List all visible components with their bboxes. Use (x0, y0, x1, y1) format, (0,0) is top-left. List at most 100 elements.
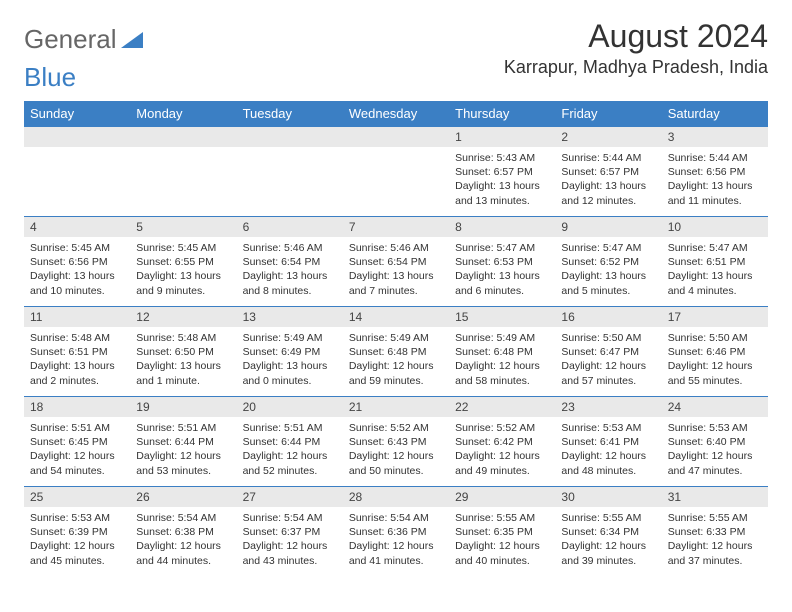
day-number: 1 (449, 127, 555, 147)
day-details: Sunrise: 5:45 AMSunset: 6:56 PMDaylight:… (24, 237, 130, 304)
calendar-week-row: 4Sunrise: 5:45 AMSunset: 6:56 PMDaylight… (24, 217, 768, 307)
day-details: Sunrise: 5:48 AMSunset: 6:50 PMDaylight:… (130, 327, 236, 394)
day-number: 18 (24, 397, 130, 417)
weekday-header: Tuesday (237, 101, 343, 127)
day-number: 28 (343, 487, 449, 507)
calendar-day-cell: 28Sunrise: 5:54 AMSunset: 6:36 PMDayligh… (343, 487, 449, 577)
day-details: Sunrise: 5:44 AMSunset: 6:56 PMDaylight:… (662, 147, 768, 214)
day-number: 23 (555, 397, 661, 417)
day-number: 4 (24, 217, 130, 237)
day-number: 17 (662, 307, 768, 327)
calendar-day-cell: 15Sunrise: 5:49 AMSunset: 6:48 PMDayligh… (449, 307, 555, 397)
calendar-day-cell: 27Sunrise: 5:54 AMSunset: 6:37 PMDayligh… (237, 487, 343, 577)
day-number: 20 (237, 397, 343, 417)
calendar-week-row: 1Sunrise: 5:43 AMSunset: 6:57 PMDaylight… (24, 127, 768, 217)
day-details: Sunrise: 5:43 AMSunset: 6:57 PMDaylight:… (449, 147, 555, 214)
calendar-day-cell (343, 127, 449, 217)
day-details: Sunrise: 5:52 AMSunset: 6:42 PMDaylight:… (449, 417, 555, 484)
day-details: Sunrise: 5:47 AMSunset: 6:53 PMDaylight:… (449, 237, 555, 304)
day-details: Sunrise: 5:50 AMSunset: 6:47 PMDaylight:… (555, 327, 661, 394)
day-number (130, 127, 236, 147)
day-details: Sunrise: 5:47 AMSunset: 6:51 PMDaylight:… (662, 237, 768, 304)
day-number: 3 (662, 127, 768, 147)
logo-text-1: General (24, 24, 117, 55)
calendar-day-cell: 23Sunrise: 5:53 AMSunset: 6:41 PMDayligh… (555, 397, 661, 487)
calendar-day-cell: 9Sunrise: 5:47 AMSunset: 6:52 PMDaylight… (555, 217, 661, 307)
calendar-day-cell: 26Sunrise: 5:54 AMSunset: 6:38 PMDayligh… (130, 487, 236, 577)
day-details (130, 147, 236, 207)
calendar-day-cell: 17Sunrise: 5:50 AMSunset: 6:46 PMDayligh… (662, 307, 768, 397)
day-details: Sunrise: 5:55 AMSunset: 6:33 PMDaylight:… (662, 507, 768, 574)
calendar-day-cell: 4Sunrise: 5:45 AMSunset: 6:56 PMDaylight… (24, 217, 130, 307)
month-title: August 2024 (504, 18, 768, 55)
day-number: 21 (343, 397, 449, 417)
calendar-table: SundayMondayTuesdayWednesdayThursdayFrid… (24, 101, 768, 577)
day-number: 25 (24, 487, 130, 507)
calendar-day-cell: 5Sunrise: 5:45 AMSunset: 6:55 PMDaylight… (130, 217, 236, 307)
day-details: Sunrise: 5:49 AMSunset: 6:48 PMDaylight:… (449, 327, 555, 394)
day-number: 7 (343, 217, 449, 237)
calendar-week-row: 25Sunrise: 5:53 AMSunset: 6:39 PMDayligh… (24, 487, 768, 577)
day-number: 5 (130, 217, 236, 237)
logo: General (24, 24, 143, 55)
day-number: 14 (343, 307, 449, 327)
calendar-day-cell: 19Sunrise: 5:51 AMSunset: 6:44 PMDayligh… (130, 397, 236, 487)
day-details: Sunrise: 5:51 AMSunset: 6:44 PMDaylight:… (130, 417, 236, 484)
day-number: 22 (449, 397, 555, 417)
day-number (343, 127, 449, 147)
calendar-week-row: 11Sunrise: 5:48 AMSunset: 6:51 PMDayligh… (24, 307, 768, 397)
logo-triangle-icon (121, 24, 143, 55)
logo-text-2: Blue (24, 62, 768, 93)
day-number: 10 (662, 217, 768, 237)
day-details: Sunrise: 5:51 AMSunset: 6:45 PMDaylight:… (24, 417, 130, 484)
day-details: Sunrise: 5:52 AMSunset: 6:43 PMDaylight:… (343, 417, 449, 484)
day-number: 12 (130, 307, 236, 327)
day-number: 30 (555, 487, 661, 507)
day-details: Sunrise: 5:46 AMSunset: 6:54 PMDaylight:… (237, 237, 343, 304)
day-details: Sunrise: 5:53 AMSunset: 6:39 PMDaylight:… (24, 507, 130, 574)
weekday-header: Thursday (449, 101, 555, 127)
calendar-day-cell: 20Sunrise: 5:51 AMSunset: 6:44 PMDayligh… (237, 397, 343, 487)
day-number: 27 (237, 487, 343, 507)
calendar-day-cell: 2Sunrise: 5:44 AMSunset: 6:57 PMDaylight… (555, 127, 661, 217)
day-number (237, 127, 343, 147)
calendar-day-cell: 8Sunrise: 5:47 AMSunset: 6:53 PMDaylight… (449, 217, 555, 307)
day-details: Sunrise: 5:45 AMSunset: 6:55 PMDaylight:… (130, 237, 236, 304)
weekday-header: Monday (130, 101, 236, 127)
calendar-day-cell: 21Sunrise: 5:52 AMSunset: 6:43 PMDayligh… (343, 397, 449, 487)
calendar-week-row: 18Sunrise: 5:51 AMSunset: 6:45 PMDayligh… (24, 397, 768, 487)
day-details: Sunrise: 5:47 AMSunset: 6:52 PMDaylight:… (555, 237, 661, 304)
day-number: 31 (662, 487, 768, 507)
day-number: 13 (237, 307, 343, 327)
day-number: 9 (555, 217, 661, 237)
calendar-day-cell: 30Sunrise: 5:55 AMSunset: 6:34 PMDayligh… (555, 487, 661, 577)
day-number: 26 (130, 487, 236, 507)
calendar-day-cell: 3Sunrise: 5:44 AMSunset: 6:56 PMDaylight… (662, 127, 768, 217)
day-details: Sunrise: 5:55 AMSunset: 6:34 PMDaylight:… (555, 507, 661, 574)
calendar-day-cell: 13Sunrise: 5:49 AMSunset: 6:49 PMDayligh… (237, 307, 343, 397)
calendar-header-row: SundayMondayTuesdayWednesdayThursdayFrid… (24, 101, 768, 127)
calendar-day-cell: 24Sunrise: 5:53 AMSunset: 6:40 PMDayligh… (662, 397, 768, 487)
calendar-day-cell: 11Sunrise: 5:48 AMSunset: 6:51 PMDayligh… (24, 307, 130, 397)
weekday-header: Friday (555, 101, 661, 127)
day-details: Sunrise: 5:54 AMSunset: 6:37 PMDaylight:… (237, 507, 343, 574)
day-details: Sunrise: 5:53 AMSunset: 6:40 PMDaylight:… (662, 417, 768, 484)
day-number: 6 (237, 217, 343, 237)
day-details: Sunrise: 5:46 AMSunset: 6:54 PMDaylight:… (343, 237, 449, 304)
day-number (24, 127, 130, 147)
day-number: 11 (24, 307, 130, 327)
day-details: Sunrise: 5:44 AMSunset: 6:57 PMDaylight:… (555, 147, 661, 214)
day-details: Sunrise: 5:55 AMSunset: 6:35 PMDaylight:… (449, 507, 555, 574)
calendar-day-cell: 10Sunrise: 5:47 AMSunset: 6:51 PMDayligh… (662, 217, 768, 307)
day-number: 16 (555, 307, 661, 327)
weekday-header: Wednesday (343, 101, 449, 127)
calendar-day-cell: 31Sunrise: 5:55 AMSunset: 6:33 PMDayligh… (662, 487, 768, 577)
calendar-day-cell: 1Sunrise: 5:43 AMSunset: 6:57 PMDaylight… (449, 127, 555, 217)
day-details: Sunrise: 5:53 AMSunset: 6:41 PMDaylight:… (555, 417, 661, 484)
day-number: 15 (449, 307, 555, 327)
weekday-header: Sunday (24, 101, 130, 127)
day-details: Sunrise: 5:49 AMSunset: 6:48 PMDaylight:… (343, 327, 449, 394)
calendar-day-cell: 18Sunrise: 5:51 AMSunset: 6:45 PMDayligh… (24, 397, 130, 487)
day-number: 2 (555, 127, 661, 147)
calendar-day-cell: 12Sunrise: 5:48 AMSunset: 6:50 PMDayligh… (130, 307, 236, 397)
